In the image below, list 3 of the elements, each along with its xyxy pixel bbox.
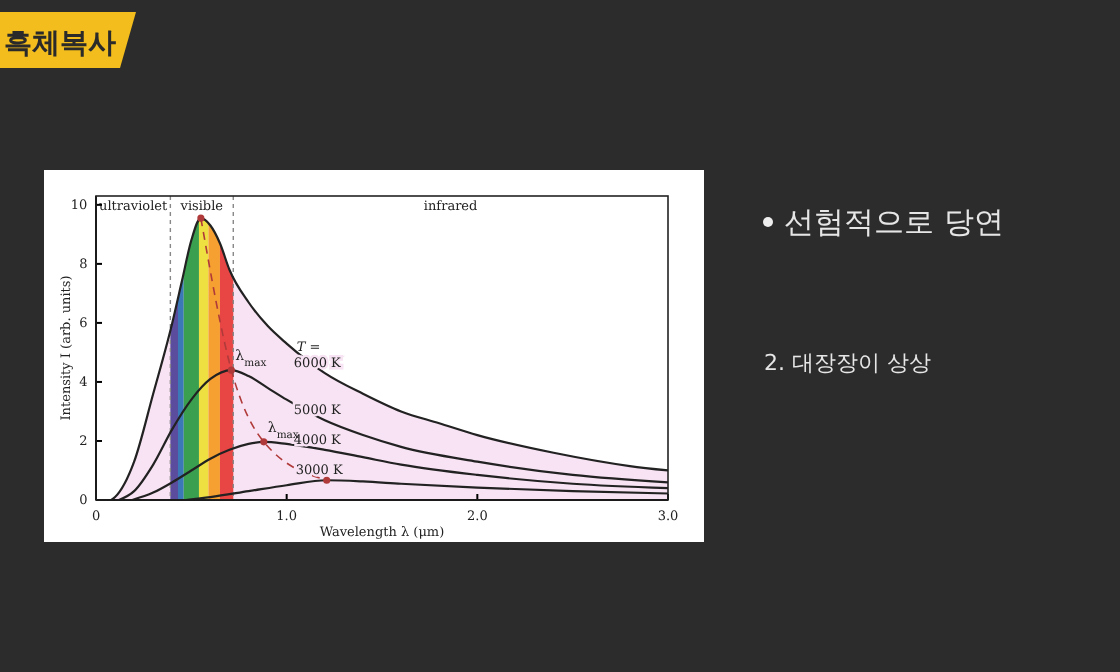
text: 2. 대장장이 상상 <box>764 350 931 376</box>
text: 선험적으로 당연 <box>784 204 1004 240</box>
chart-title: 흑체복사 <box>4 28 116 60</box>
